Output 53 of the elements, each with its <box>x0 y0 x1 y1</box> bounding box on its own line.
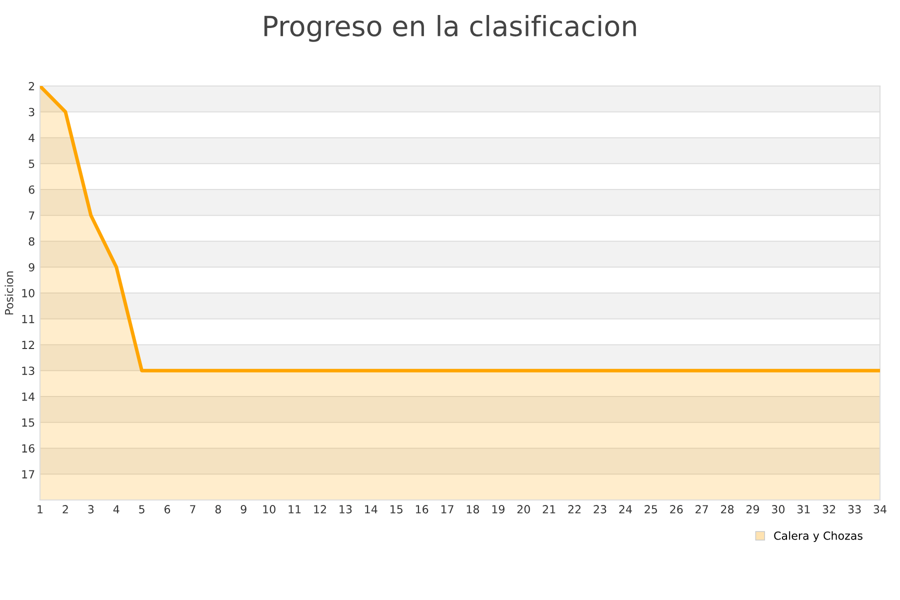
x-tick-label: 5 <box>139 505 144 514</box>
chart-title: Progreso en la clasificacion <box>264 15 636 42</box>
x-tick-label: 30 <box>772 505 785 514</box>
x-tick-label: 3 <box>88 505 94 514</box>
y-tick-label: 16 <box>22 444 34 453</box>
x-tick-label: 19 <box>492 505 504 514</box>
y-tick-label: 13 <box>22 366 34 376</box>
x-tick-label: 24 <box>619 505 632 514</box>
x-tick-label: 32 <box>822 505 836 514</box>
x-tick-label: 12 <box>314 505 326 514</box>
y-tick-label: 10 <box>22 288 34 298</box>
y-tick-label: 2 <box>28 82 34 90</box>
y-tick-label: 14 <box>22 392 35 401</box>
x-tick-label: 10 <box>263 505 276 514</box>
y-tick-label: 9 <box>28 263 34 272</box>
y-tick-label: 12 <box>22 340 34 349</box>
x-tick-label: 4 <box>113 505 120 514</box>
x-tick-label: 33 <box>848 505 861 514</box>
x-tick-label: 31 <box>797 505 810 514</box>
x-tick-label: 11 <box>288 505 301 514</box>
y-tick-label: 5 <box>28 160 34 168</box>
x-tick-label: 16 <box>416 505 428 514</box>
x-tick-label: 34 <box>874 505 886 514</box>
x-tick-label: 26 <box>670 505 683 514</box>
x-tick-label: 21 <box>542 505 556 514</box>
x-tick-label: 8 <box>215 505 221 514</box>
y-tick-label: 6 <box>28 185 34 194</box>
x-tick-label: 29 <box>746 505 760 514</box>
y-axis-title: Posicion <box>4 271 14 314</box>
x-tick-label: 23 <box>594 505 606 514</box>
y-tick-label: 15 <box>22 418 34 427</box>
x-tick-label: 17 <box>441 505 454 514</box>
x-tick-label: 27 <box>696 505 708 514</box>
x-tick-label: 25 <box>644 505 658 514</box>
x-tick-label: 18 <box>466 505 480 514</box>
x-tick-label: 1 <box>38 505 43 514</box>
x-tick-label: 14 <box>365 505 378 514</box>
y-tick-label: 3 <box>28 108 34 116</box>
x-tick-label: 2 <box>62 505 68 514</box>
y-tick-label: 7 <box>28 211 34 220</box>
x-tick-label: 7 <box>190 505 196 514</box>
x-tick-label: 15 <box>390 505 402 514</box>
y-tick-label: 4 <box>28 134 35 142</box>
legend-label: Calera y Chozas <box>774 531 862 542</box>
x-tick-label: 22 <box>568 505 580 514</box>
x-tick-label: 6 <box>164 505 170 514</box>
x-tick-label: 13 <box>340 505 352 514</box>
y-tick-label: 11 <box>22 314 34 324</box>
y-tick-label: 8 <box>28 237 34 246</box>
x-tick-label: 28 <box>721 505 734 514</box>
x-tick-label: 20 <box>517 505 530 514</box>
y-tick-label: 17 <box>22 470 34 478</box>
x-tick-label: 9 <box>240 505 246 514</box>
